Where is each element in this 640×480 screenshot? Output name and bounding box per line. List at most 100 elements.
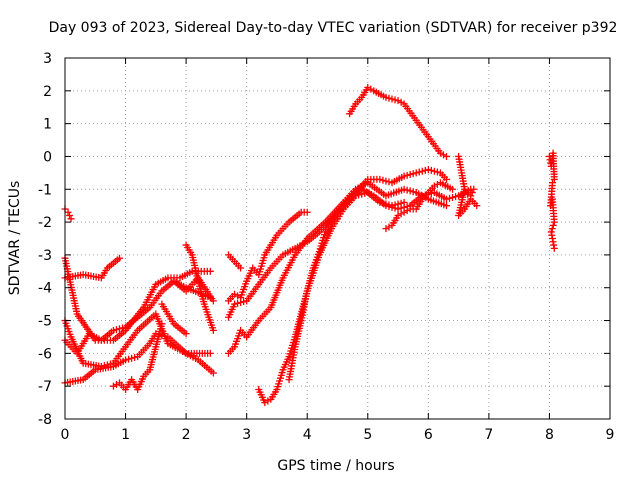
x-tick-label: 1 [121,427,130,443]
x-tick-label: 9 [606,427,615,443]
data-point [388,95,396,103]
data-point [421,166,429,174]
data-point [446,194,454,202]
chart-title: Day 093 of 2023, Sidereal Day-to-day VTE… [49,20,618,36]
x-tick-label: 6 [424,427,433,443]
data-point [66,212,74,220]
data-point [109,326,117,334]
data-series [225,208,311,305]
y-tick-label: -4 [38,281,52,297]
data-point [443,202,450,210]
x-tick-label: 5 [363,427,372,443]
data-point [400,208,408,216]
data-point [433,168,441,176]
data-point [122,356,130,364]
data-point [209,369,217,377]
data-point [364,84,372,92]
data-point [303,208,311,216]
x-tick-label: 8 [545,427,554,443]
data-point [109,382,117,390]
data-point [231,300,239,308]
data-point [430,167,438,175]
data-point [391,204,399,212]
data-point [261,399,269,407]
data-point [403,207,411,215]
y-tick-label: -2 [38,215,52,231]
data-series [455,185,478,200]
data-point [397,210,405,218]
data-point [119,324,127,332]
data-point [449,185,457,193]
data-point [237,264,245,272]
data-point [209,297,217,305]
data-point [550,244,558,252]
data-point [128,354,136,362]
data-point [436,149,444,157]
y-tick-label: 0 [43,149,52,165]
data-point [452,193,460,201]
data-point [473,202,481,210]
data-series [61,277,214,357]
data-point [464,190,472,198]
y-tick-label: -6 [38,346,52,362]
data-point [106,360,114,368]
data-point [394,97,402,105]
data-point [388,203,396,211]
y-tick-label: 2 [43,84,52,100]
data-point [125,355,133,363]
data-point [382,93,390,101]
data-point [549,221,557,229]
data-point [412,169,420,177]
data-point [379,176,387,184]
data-point [385,94,393,102]
data-points [61,84,558,407]
data-point [443,195,450,203]
data-point [439,151,447,159]
data-point [391,96,399,104]
y-axis-label: SDTVAR / TECUs [7,181,23,296]
data-point [264,397,272,405]
y-tick-label: -1 [38,182,52,198]
x-tick-label: 7 [484,427,493,443]
y-tick-label: 1 [43,117,52,133]
data-point [182,330,190,338]
y-tick-label: -5 [38,314,52,330]
data-point [427,166,435,174]
y-tick-label: -3 [38,248,52,264]
data-point [67,215,75,223]
x-tick-label: 4 [303,427,312,443]
data-point [400,185,408,193]
data-point [240,298,248,306]
data-point [382,225,390,233]
data-point [443,152,450,160]
data-point [385,203,393,211]
y-tick-label: -8 [38,412,52,428]
data-point [409,188,417,196]
data-point [461,189,469,197]
data-point [406,171,414,179]
data-point [116,325,123,333]
data-point [397,98,405,106]
data-point [367,85,375,93]
data-point [455,192,463,200]
data-point [424,166,432,174]
data-series [158,300,190,338]
data-point [550,218,558,226]
data-series [346,84,450,160]
data-point [100,362,108,370]
data-point [403,186,411,194]
x-tick-label: 3 [242,427,251,443]
data-point [64,208,72,216]
grid [65,58,610,419]
axis-ticks: 0 1 2 3 4 5 6 7 8 9 -8 -7 -6 -5 -4 -3 -2 -1 0 1 2 3 [38,51,614,443]
data-point [385,223,393,231]
y-tick-label: 3 [43,51,52,67]
data-point [116,254,123,262]
data-series [109,320,166,393]
data-point [467,192,475,200]
data-point [382,202,390,210]
data-point [409,170,417,178]
data-point [234,292,242,300]
data-point [103,361,111,369]
data-point [406,187,414,195]
